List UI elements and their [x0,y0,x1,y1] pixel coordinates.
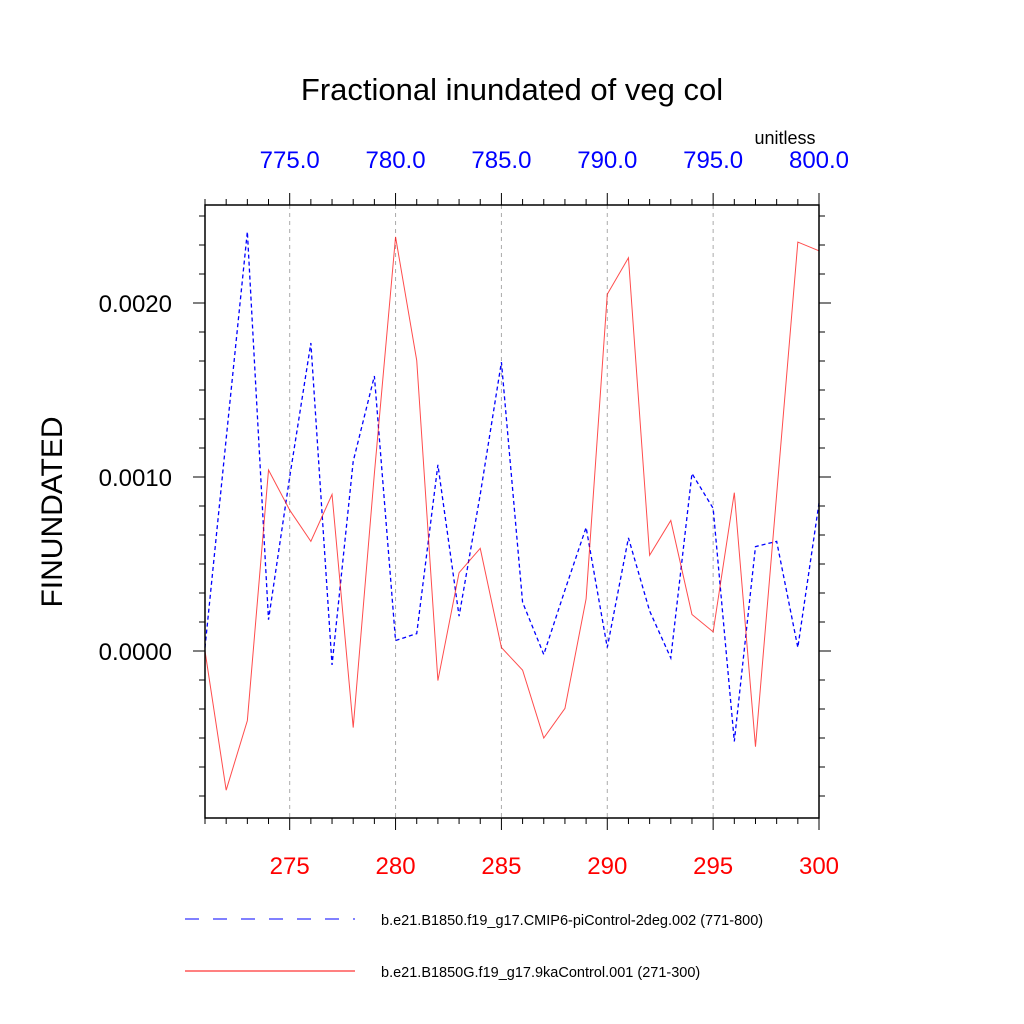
x-tick-label-bottom: 280 [376,853,416,880]
legend-label-0: b.e21.B1850.f19_g17.CMIP6-piControl-2deg… [381,913,763,929]
x-tick-label-bottom: 300 [799,853,839,880]
x-tick-label-bottom: 275 [270,853,310,880]
legend: b.e21.B1850.f19_g17.CMIP6-piControl-2deg… [185,913,763,981]
x-tick-label-top: 780.0 [366,147,426,174]
axis-ticks [193,193,831,830]
tick-labels: 0.0000 0.0010 0.0020 275 280 285 290 295 300 775.… [99,147,849,880]
y-axis-label: FINUNDATED [36,416,69,607]
x-tick-label-bottom: 295 [693,853,733,880]
series-line-1 [204,236,820,791]
x-tick-label-top: 790.0 [577,147,637,174]
y-tick-label: 0.0000 [99,639,172,666]
series-lines [204,231,820,791]
series-line-0 [204,231,820,742]
y-tick-label: 0.0020 [99,291,172,318]
x-tick-label-bottom: 285 [481,853,521,880]
legend-label-1: b.e21.B1850G.f19_g17.9kaControl.001 (271… [381,965,700,981]
x-tick-label-top: 775.0 [260,147,320,174]
plot-frame [204,204,820,819]
units-label: unitless [754,128,815,148]
y-tick-label: 0.0010 [99,465,172,492]
x-tick-label-top: 795.0 [683,147,743,174]
chart-title: Fractional inundated of veg col [301,72,723,107]
x-tick-label-top: 800.0 [789,147,849,174]
x-tick-label-top: 785.0 [471,147,531,174]
x-tick-label-bottom: 290 [587,853,627,880]
